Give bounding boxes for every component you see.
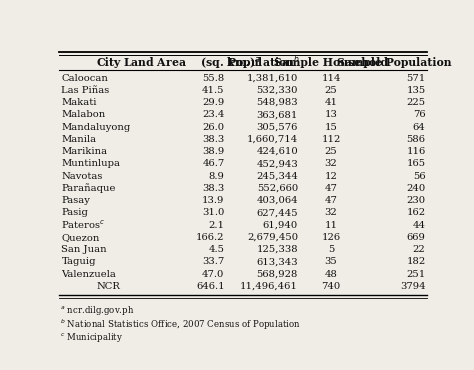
Text: 165: 165 [406, 159, 426, 168]
Text: Manila: Manila [62, 135, 97, 144]
Text: 56: 56 [413, 172, 426, 181]
Text: 571: 571 [406, 74, 426, 83]
Text: 230: 230 [406, 196, 426, 205]
Text: 740: 740 [321, 282, 341, 291]
Text: Parañaque: Parañaque [62, 184, 116, 193]
Text: 5: 5 [328, 245, 334, 254]
Text: 532,330: 532,330 [256, 86, 298, 95]
Text: 15: 15 [325, 122, 337, 131]
Text: 29.9: 29.9 [202, 98, 225, 107]
Text: 38.3: 38.3 [202, 184, 225, 193]
Text: Las Piñas: Las Piñas [62, 86, 109, 95]
Text: Taguig: Taguig [62, 257, 96, 266]
Text: Pasig: Pasig [62, 208, 88, 217]
Text: 61,940: 61,940 [263, 221, 298, 229]
Text: 568,928: 568,928 [256, 269, 298, 279]
Text: 13.9: 13.9 [202, 196, 225, 205]
Text: 25: 25 [325, 86, 337, 95]
Text: 25: 25 [325, 147, 337, 156]
Text: 126: 126 [321, 233, 341, 242]
Text: Valenzuela: Valenzuela [62, 269, 116, 279]
Text: 3794: 3794 [400, 282, 426, 291]
Text: 8.9: 8.9 [209, 172, 225, 181]
Text: Mandaluyong: Mandaluyong [62, 122, 131, 131]
Text: 31.0: 31.0 [202, 208, 225, 217]
Text: 125,338: 125,338 [256, 245, 298, 254]
Text: Population$^b$: Population$^b$ [227, 54, 300, 72]
Text: 33.7: 33.7 [202, 257, 225, 266]
Text: 48: 48 [325, 269, 337, 279]
Text: $^c$ Municipality: $^c$ Municipality [60, 332, 124, 344]
Text: 13: 13 [325, 110, 337, 119]
Text: 12: 12 [325, 172, 337, 181]
Text: 47.0: 47.0 [202, 269, 225, 279]
Text: $^b$ National Statistics Office, 2007 Census of Population: $^b$ National Statistics Office, 2007 Ce… [60, 318, 301, 332]
Text: 646.1: 646.1 [196, 282, 225, 291]
Text: 240: 240 [406, 184, 426, 193]
Text: 11,496,461: 11,496,461 [240, 282, 298, 291]
Text: 627,445: 627,445 [256, 208, 298, 217]
Text: Muntinlupa: Muntinlupa [62, 159, 120, 168]
Text: 114: 114 [321, 74, 341, 83]
Text: 403,064: 403,064 [256, 196, 298, 205]
Text: 55.8: 55.8 [202, 74, 225, 83]
Text: 613,343: 613,343 [256, 257, 298, 266]
Text: 38.3: 38.3 [202, 135, 225, 144]
Text: 1,381,610: 1,381,610 [246, 74, 298, 83]
Text: 251: 251 [406, 269, 426, 279]
Text: Navotas: Navotas [62, 172, 103, 181]
Text: 245,344: 245,344 [256, 172, 298, 181]
Text: 182: 182 [406, 257, 426, 266]
Text: 38.9: 38.9 [202, 147, 225, 156]
Text: 305,576: 305,576 [256, 122, 298, 131]
Text: 4.5: 4.5 [209, 245, 225, 254]
Text: 32: 32 [325, 159, 337, 168]
Text: Pateros$^c$: Pateros$^c$ [62, 219, 106, 231]
Text: Caloocan: Caloocan [62, 74, 109, 83]
Text: 162: 162 [406, 208, 426, 217]
Text: 76: 76 [413, 110, 426, 119]
Text: 452,943: 452,943 [256, 159, 298, 168]
Text: 46.7: 46.7 [202, 159, 225, 168]
Text: Marikina: Marikina [62, 147, 108, 156]
Text: 166.2: 166.2 [196, 233, 225, 242]
Text: 669: 669 [407, 233, 426, 242]
Text: 1,660,714: 1,660,714 [247, 135, 298, 144]
Text: 2.1: 2.1 [209, 221, 225, 229]
Text: 116: 116 [406, 147, 426, 156]
Text: 586: 586 [407, 135, 426, 144]
Text: 2,679,450: 2,679,450 [247, 233, 298, 242]
Text: Sample Population: Sample Population [337, 57, 452, 68]
Text: 35: 35 [325, 257, 337, 266]
Text: Land Area    (sq. km.)$^a$: Land Area (sq. km.)$^a$ [122, 55, 261, 71]
Text: 23.4: 23.4 [202, 110, 225, 119]
Text: San Juan: San Juan [62, 245, 107, 254]
Text: 64: 64 [413, 122, 426, 131]
Text: Pasay: Pasay [62, 196, 91, 205]
Text: 112: 112 [321, 135, 341, 144]
Text: 44: 44 [412, 221, 426, 229]
Text: 47: 47 [325, 184, 337, 193]
Text: 32: 32 [325, 208, 337, 217]
Text: Malabon: Malabon [62, 110, 106, 119]
Text: 11: 11 [325, 221, 337, 229]
Text: 135: 135 [406, 86, 426, 95]
Text: 47: 47 [325, 196, 337, 205]
Text: 22: 22 [413, 245, 426, 254]
Text: 225: 225 [406, 98, 426, 107]
Text: 424,610: 424,610 [256, 147, 298, 156]
Text: 552,660: 552,660 [257, 184, 298, 193]
Text: 41.5: 41.5 [202, 86, 225, 95]
Text: 41: 41 [325, 98, 337, 107]
Text: Sample Household: Sample Household [274, 57, 388, 68]
Text: $^a$ ncr.dilg.gov.ph: $^a$ ncr.dilg.gov.ph [60, 304, 135, 317]
Text: 548,983: 548,983 [256, 98, 298, 107]
Text: NCR: NCR [96, 282, 120, 291]
Text: City: City [96, 57, 120, 68]
Text: Quezon: Quezon [62, 233, 100, 242]
Text: Makati: Makati [62, 98, 97, 107]
Text: 26.0: 26.0 [202, 122, 225, 131]
Text: 363,681: 363,681 [256, 110, 298, 119]
